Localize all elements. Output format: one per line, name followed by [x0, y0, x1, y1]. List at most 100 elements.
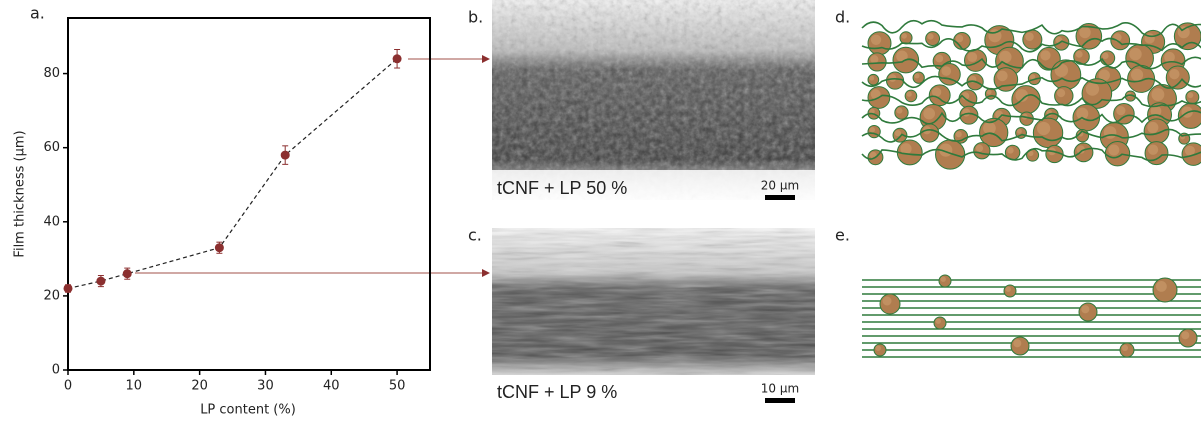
y-axis-label: Film thickness (µm) [13, 130, 28, 257]
x-tick-label: 0 [64, 379, 72, 394]
particle-shine [1184, 145, 1195, 156]
y-tick-label: 80 [43, 66, 60, 81]
fiber [861, 147, 1201, 162]
x-tick-label: 40 [323, 379, 340, 394]
particle-shine [999, 50, 1012, 64]
panel-label: b. [468, 8, 483, 27]
particle-shine [1150, 105, 1162, 117]
arrow-head [482, 269, 490, 277]
particle-shine [1187, 92, 1194, 99]
arrows [135, 55, 490, 277]
particle-shine [997, 70, 1008, 82]
particle-shine [967, 52, 978, 63]
particle-shine [896, 107, 903, 114]
particle-shine [894, 130, 901, 137]
x-tick-label: 50 [389, 379, 406, 394]
particle-shine [1025, 32, 1034, 41]
x-tick-label: 30 [257, 379, 274, 394]
x-tick-label: 10 [126, 379, 143, 394]
particle-shine [896, 50, 908, 63]
particle-shine [1016, 128, 1022, 134]
particle-shine [1129, 47, 1142, 61]
particle-shine [1108, 144, 1120, 156]
fiber [861, 56, 1201, 71]
caption: tCNF + LP 50 % [497, 178, 627, 198]
caption-bg [492, 170, 815, 205]
particle-shine [870, 89, 881, 100]
particle-shine [1029, 74, 1036, 80]
particle-shine [1081, 305, 1090, 314]
plot-frame [67, 17, 431, 371]
particle-shine [870, 55, 879, 64]
particle-shine [1147, 144, 1159, 155]
panel-c: c. tCNF + LP 9 % 10 µm [468, 226, 815, 410]
particle-shine [940, 276, 946, 282]
fiber [861, 37, 1201, 53]
particle-shine [1076, 107, 1089, 120]
particle-shine [1098, 69, 1110, 81]
x-axis-label: LP content (%) [200, 403, 296, 418]
y-tick-label: 60 [43, 140, 60, 155]
particle-shine [900, 143, 912, 155]
data-point [214, 243, 224, 253]
y-tick-label: 0 [52, 363, 60, 378]
particle-shine [869, 127, 876, 133]
particle-shine [1121, 344, 1129, 352]
particle-shine [882, 296, 892, 306]
particle-shine [1103, 126, 1117, 139]
particle-shine [1147, 121, 1159, 134]
diagram-d [861, 19, 1201, 170]
particle-shine [869, 75, 875, 81]
scale-bar [765, 195, 795, 200]
particle-shine [870, 34, 882, 45]
particle-shine [1007, 147, 1014, 154]
particle-shine [935, 318, 941, 324]
particle-shine [1015, 89, 1029, 102]
arrow-head [482, 55, 490, 63]
scale-bar [765, 398, 795, 403]
particle-shine [931, 87, 942, 97]
particle-shine [888, 74, 897, 82]
particle-shine [961, 92, 970, 101]
particle-shine [941, 66, 952, 76]
particle-shine [1079, 26, 1091, 39]
caption-bg [492, 375, 815, 410]
caption: tCNF + LP 9 % [497, 382, 617, 402]
particle-shine [1056, 88, 1066, 98]
particle-shine [1005, 286, 1011, 292]
particle-shine [1156, 281, 1167, 292]
trend-line [67, 58, 398, 290]
particle-shine [1054, 63, 1069, 77]
fiber [861, 75, 1201, 90]
data-point [392, 54, 402, 64]
particle-shine [923, 107, 936, 120]
particle-shine [1037, 121, 1051, 136]
particle-shine [927, 33, 934, 40]
panel-label: a. [30, 4, 45, 23]
data-point [63, 283, 73, 293]
scale-label: 10 µm [761, 382, 799, 396]
data-point [280, 150, 290, 160]
particle-shine [1169, 68, 1180, 80]
panel-label: c. [468, 226, 482, 245]
diagram-e [862, 274, 1201, 358]
particle-shine [901, 33, 907, 39]
sem-texture [492, 0, 815, 200]
particle-shine [1130, 68, 1144, 81]
particle-shine [1102, 52, 1109, 60]
y-tick-label: 40 [43, 214, 60, 229]
panel-b: b. tCNF + LP 50 % 20 µm [468, 0, 815, 205]
particle-shine [914, 73, 920, 79]
particle-shine [1028, 150, 1034, 157]
particle-shine [1164, 51, 1175, 63]
particle-shine [1075, 50, 1083, 58]
particle-shine [1116, 106, 1126, 116]
particle-shine [869, 151, 877, 159]
panel-label: d. [835, 8, 850, 27]
particle-shine [1013, 339, 1022, 348]
data-point [96, 276, 106, 286]
particle-shine [1181, 331, 1190, 340]
fiber [861, 128, 1201, 143]
particle-shine [1085, 82, 1100, 96]
